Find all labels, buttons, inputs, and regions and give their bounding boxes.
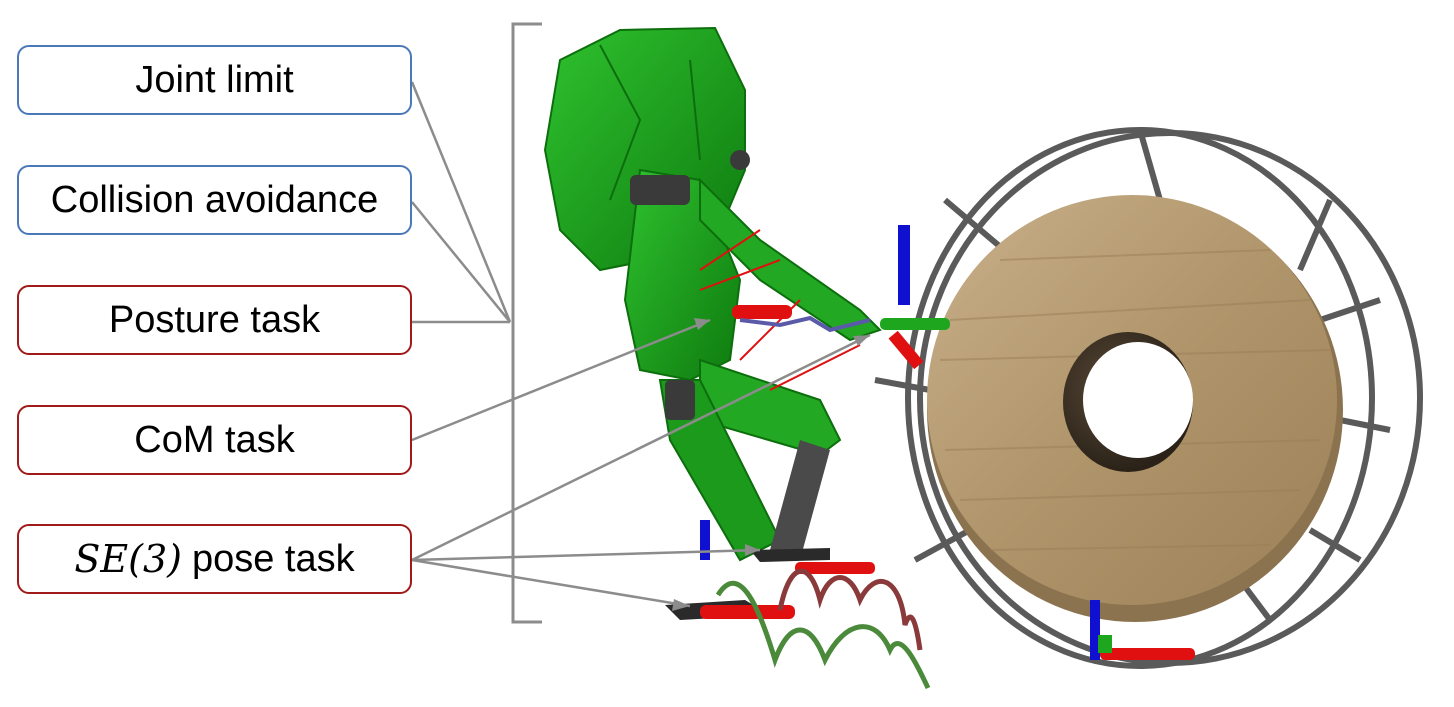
label-se3-pose-task: SE(3) pose task bbox=[17, 524, 412, 594]
label-collision-avoidance: Collision avoidance bbox=[17, 165, 412, 235]
humanoid-robot bbox=[543, 26, 950, 620]
label-com-task: CoM task bbox=[17, 405, 412, 475]
robot-joint bbox=[630, 175, 690, 205]
foot-trajectory-rear bbox=[777, 568, 923, 651]
wooden-drum bbox=[927, 195, 1343, 622]
connector-lines bbox=[410, 81, 871, 608]
label-posture-task-text: Posture task bbox=[108, 298, 321, 341]
foot-trajectory-front bbox=[715, 580, 931, 690]
label-posture-task: Posture task bbox=[17, 285, 412, 355]
label-collision-avoidance-text: Collision avoidance bbox=[50, 178, 379, 221]
label-se3-pose-task-text: pose task bbox=[191, 537, 355, 580]
label-com-task-text: CoM task bbox=[134, 418, 295, 461]
wheel-axis-marker bbox=[1090, 600, 1195, 660]
robot-foot-rear bbox=[750, 548, 830, 562]
bracket bbox=[511, 22, 542, 624]
connector-arrowheads bbox=[672, 318, 870, 611]
label-joint-limit-text: Joint limit bbox=[135, 58, 294, 101]
robot-joint bbox=[665, 380, 695, 420]
label-joint-limit: Joint limit bbox=[17, 45, 412, 115]
label-se3-math: SE(3) bbox=[74, 537, 182, 581]
robot-arm bbox=[699, 177, 882, 342]
